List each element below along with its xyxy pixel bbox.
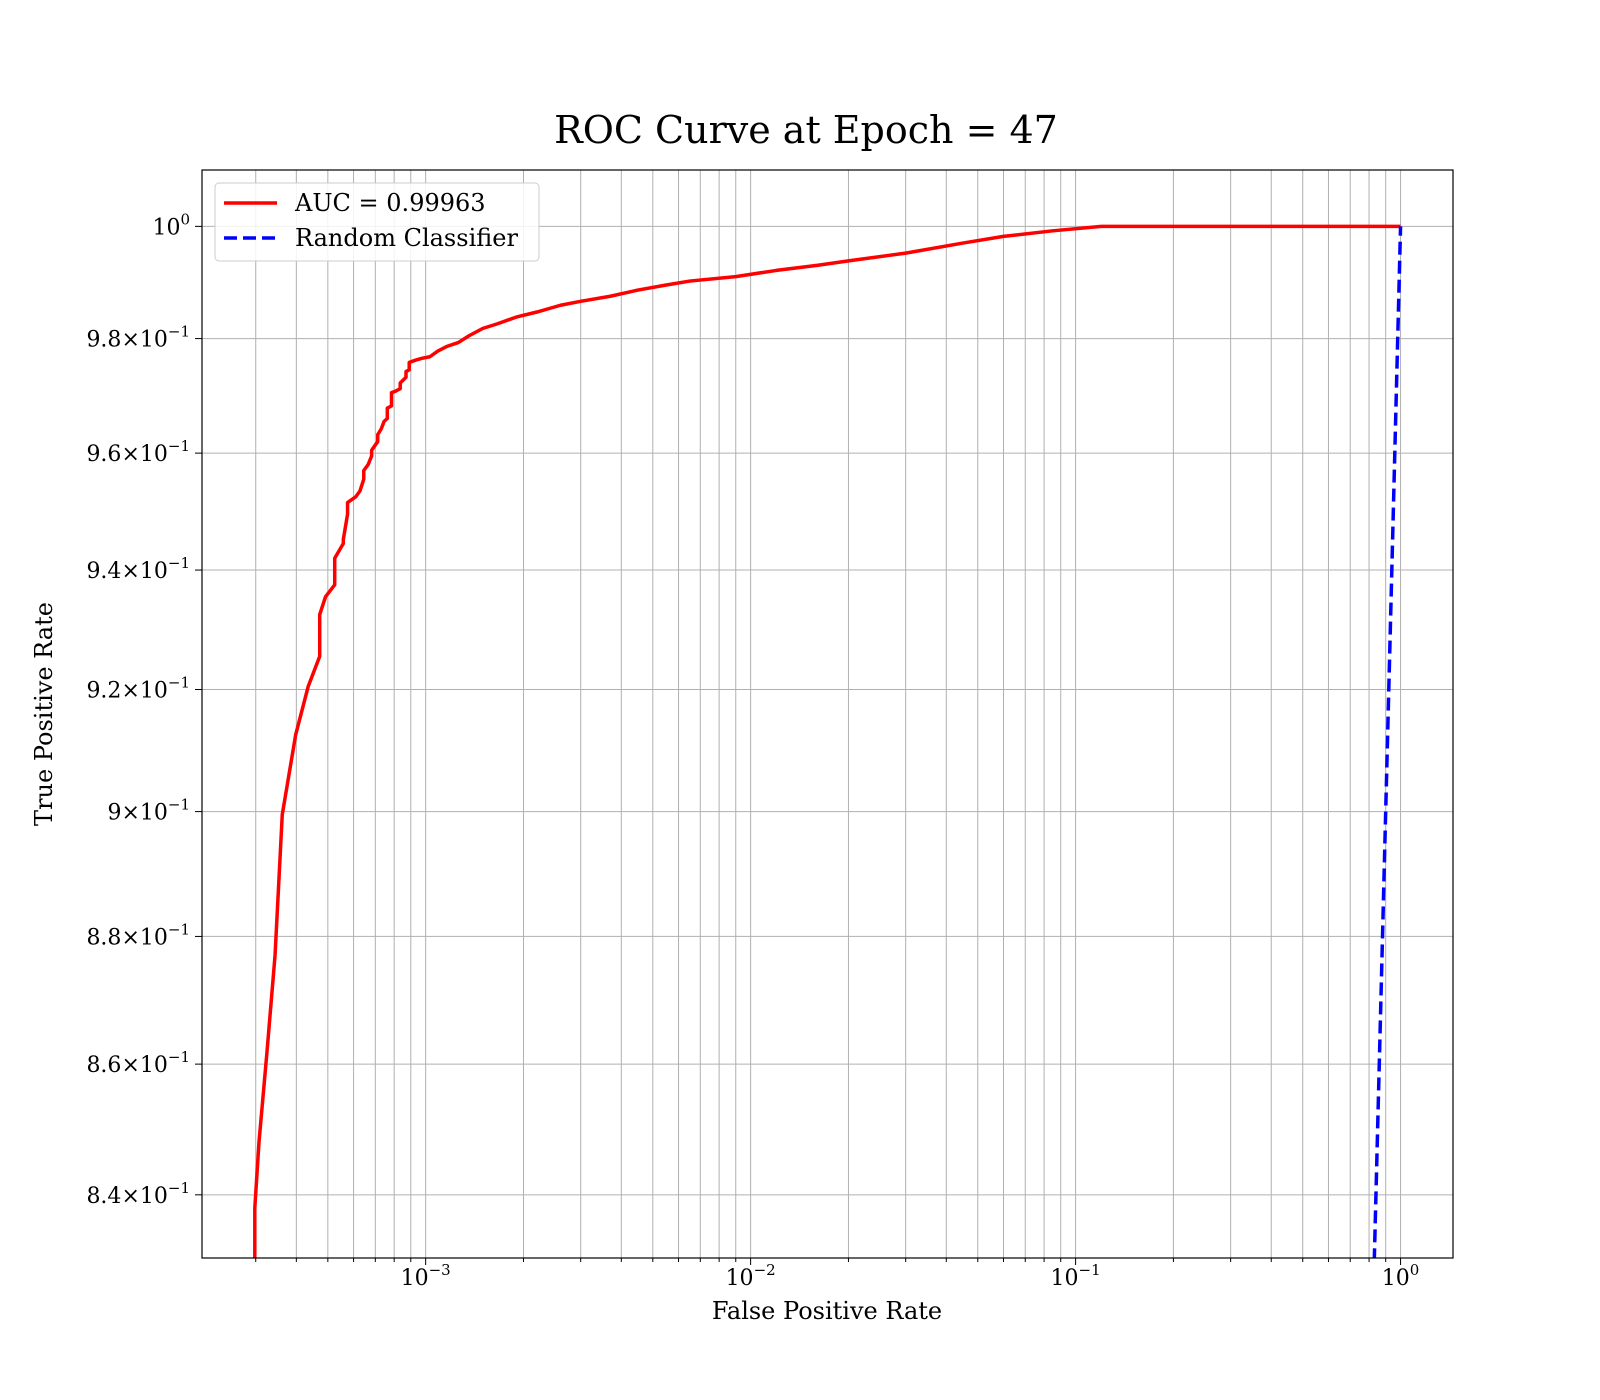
y-tick-label: 9.8×10−1 [86,323,190,353]
legend-entry-auc: AUC = 0.99963 [294,189,486,217]
x-axis-label: False Positive Rate [712,1297,942,1325]
y-axis-label: True Positive Rate [30,602,58,826]
x-tick-label: 10−3 [401,1261,451,1291]
plot-area-frame [201,169,1454,1259]
legend-box [214,182,540,262]
grid-lines [202,170,1453,1258]
x-tick-label: 100 [1382,1261,1420,1291]
y-tick-label: 9.4×10−1 [86,554,190,584]
legend-entry-random-classifier: Random Classifier [295,224,518,252]
random-classifier-line [1372,226,1403,1258]
x-tick-label: 10−2 [726,1261,776,1291]
y-tick-label: 8.6×10−1 [86,1048,190,1078]
series-layer [253,224,1403,1258]
roc-curve-line [253,224,1401,1258]
y-tick-label: 8.4×10−1 [86,1179,190,1209]
y-tick-label: 9.2×10−1 [86,674,190,704]
y-tick-label: 9.6×10−1 [86,437,190,467]
axis-ticks: 10−3 10−2 10−1 100 100 9.8×10−1 9.6×10−1 9.4×10… [86,210,1419,1291]
y-tick-label: 100 [152,210,190,240]
x-tick-label: 10−1 [1051,1261,1101,1291]
chart-title: ROC Curve at Epoch = 47 [554,108,1058,152]
legend: AUC = 0.99963 Random Classifier [214,182,540,262]
y-tick-label: 9×10−1 [107,796,190,826]
y-tick-label: 8.8×10−1 [86,920,190,950]
